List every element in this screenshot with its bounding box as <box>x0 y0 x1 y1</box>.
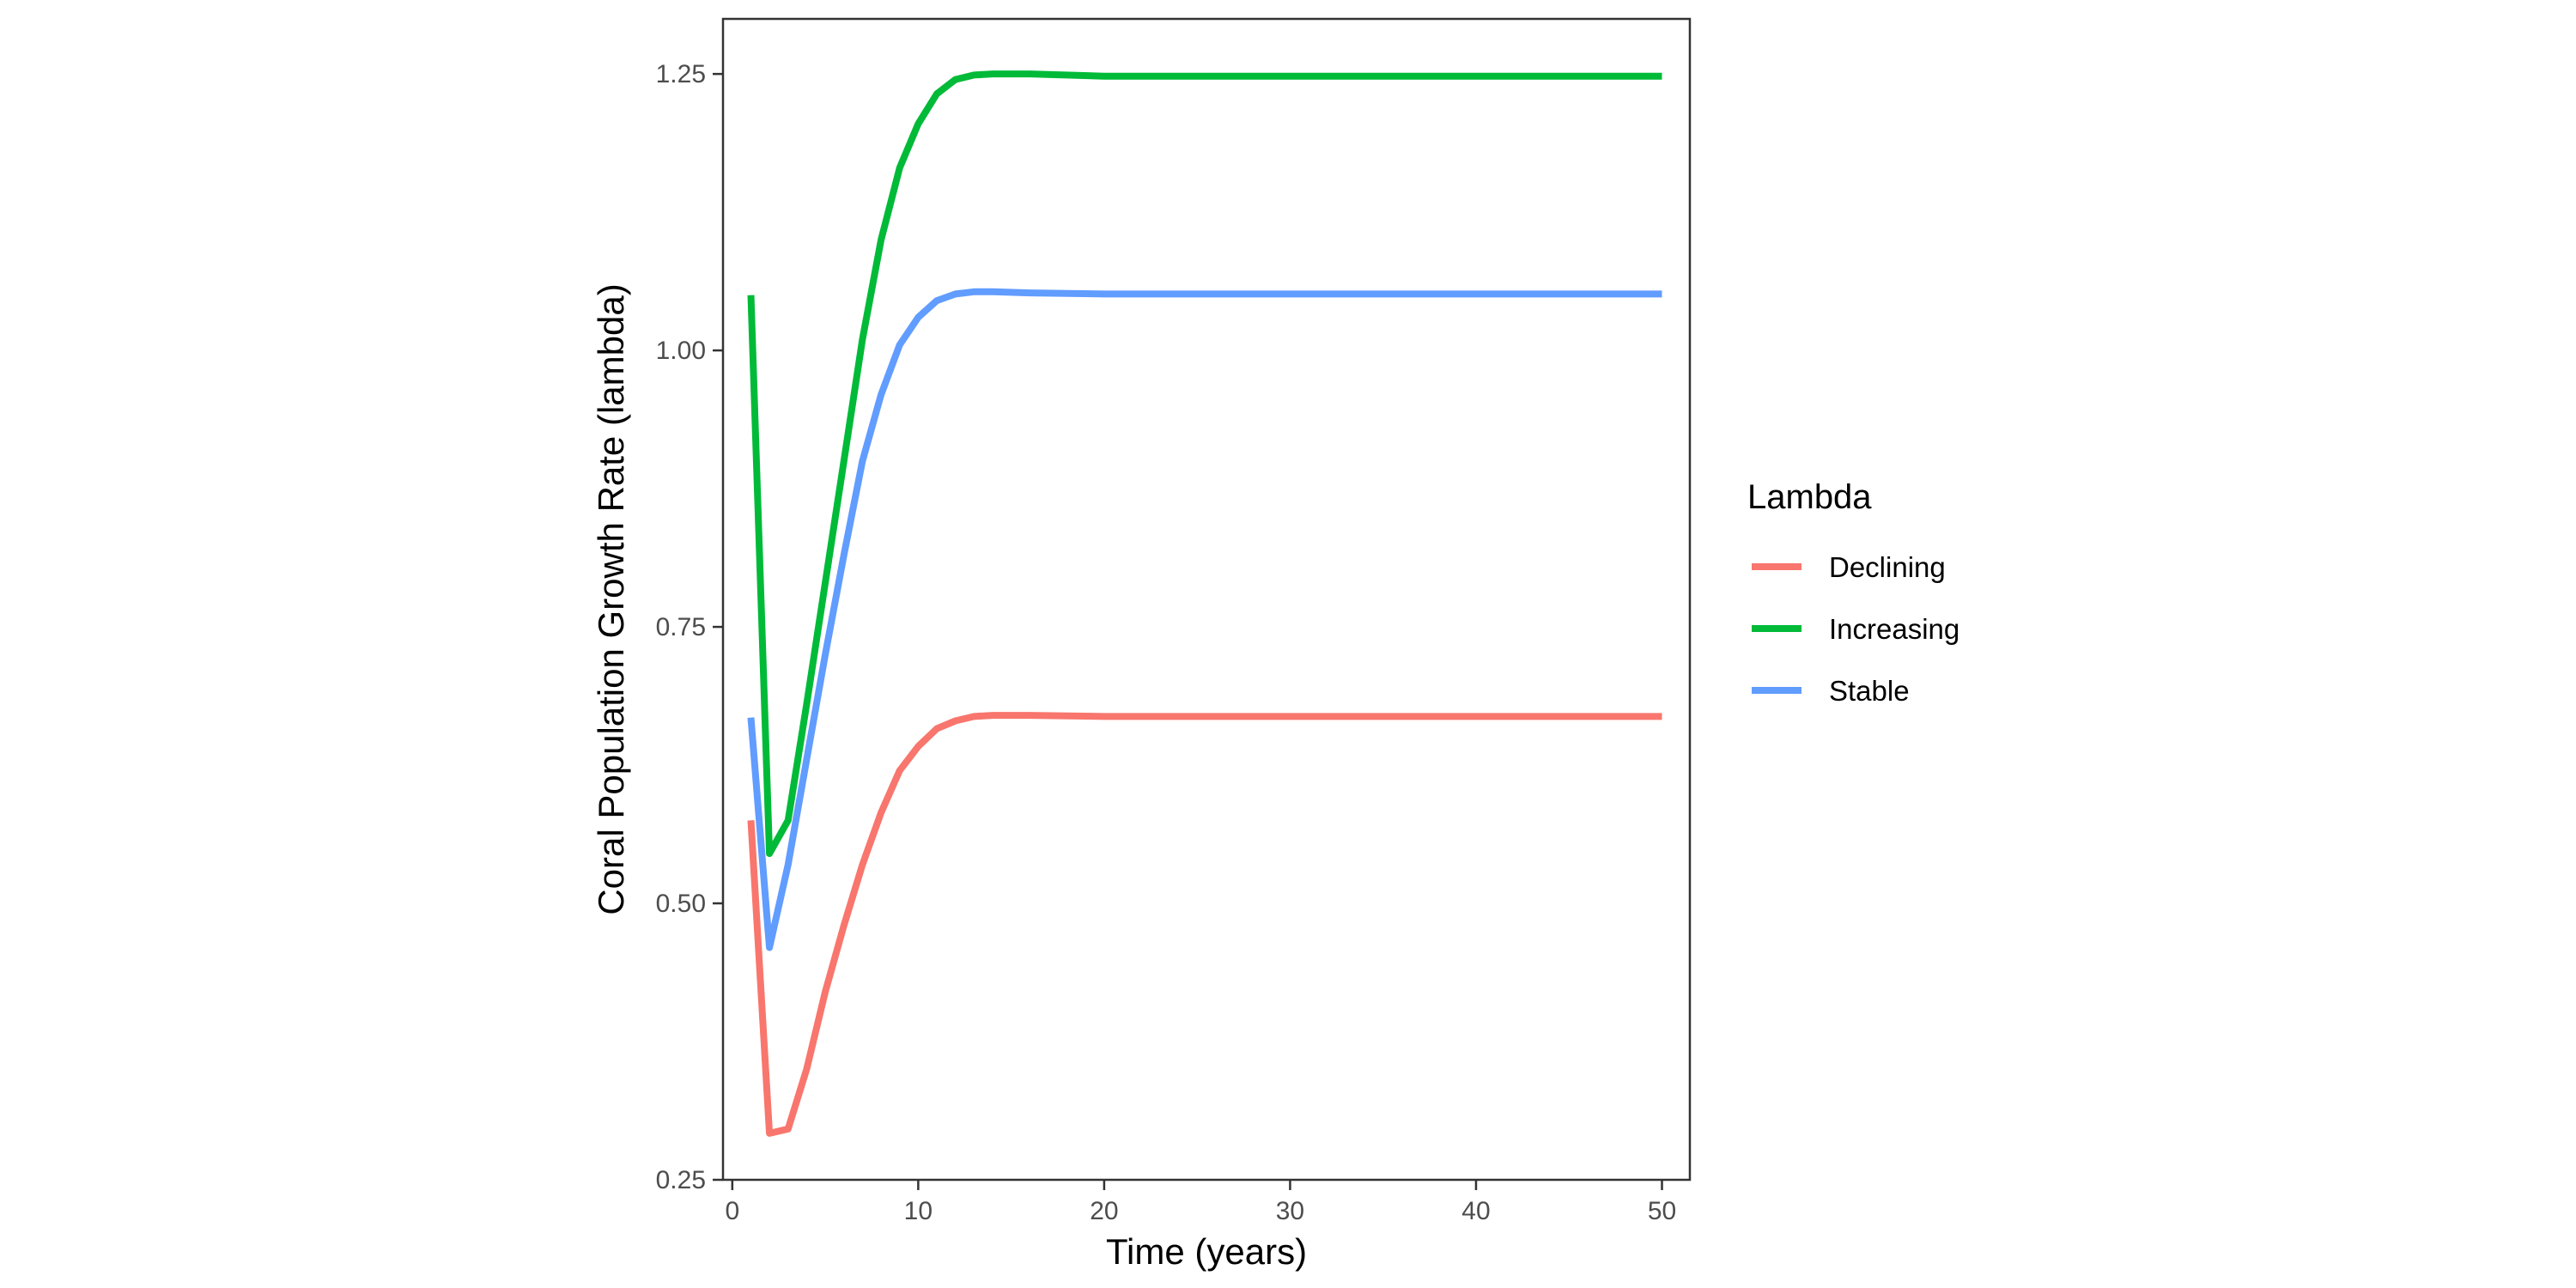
plot-panel <box>721 17 1692 1182</box>
legend-label-stable: Stable <box>1829 675 1910 707</box>
legend-label-increasing: Increasing <box>1829 613 1959 645</box>
x-tick-label: 40 <box>1461 1197 1490 1225</box>
x-axis: 0 10 20 30 40 50 <box>725 1180 1676 1225</box>
y-tick-label: 0.75 <box>656 613 706 641</box>
x-tick-label: 10 <box>904 1197 933 1225</box>
series-line-increasing <box>747 70 1662 858</box>
y-tick-label: 0.25 <box>656 1166 706 1194</box>
y-axis: 0.25 0.50 0.75 1.00 1.25 <box>656 60 723 1194</box>
legend-title: Lambda <box>1747 478 1872 516</box>
y-tick-label: 0.50 <box>656 890 706 918</box>
x-axis-title: Time (years) <box>1106 1231 1307 1272</box>
y-axis-title: Coral Population Growth Rate (lambda) <box>591 283 631 914</box>
series-line-stable <box>747 288 1662 951</box>
legend-items: Declining Increasing Stable <box>1752 551 1959 707</box>
legend: Lambda Declining Increasing Stable <box>1747 478 1959 707</box>
x-tick-label: 50 <box>1648 1197 1676 1225</box>
series-line-declining <box>747 712 1662 1137</box>
series-layer <box>747 70 1662 1137</box>
x-tick-label: 20 <box>1090 1197 1118 1225</box>
x-tick-label: 0 <box>725 1197 739 1225</box>
legend-label-declining: Declining <box>1829 551 1946 583</box>
y-tick-label: 1.25 <box>656 60 706 88</box>
x-tick-label: 30 <box>1276 1197 1304 1225</box>
y-tick-label: 1.00 <box>656 337 706 365</box>
